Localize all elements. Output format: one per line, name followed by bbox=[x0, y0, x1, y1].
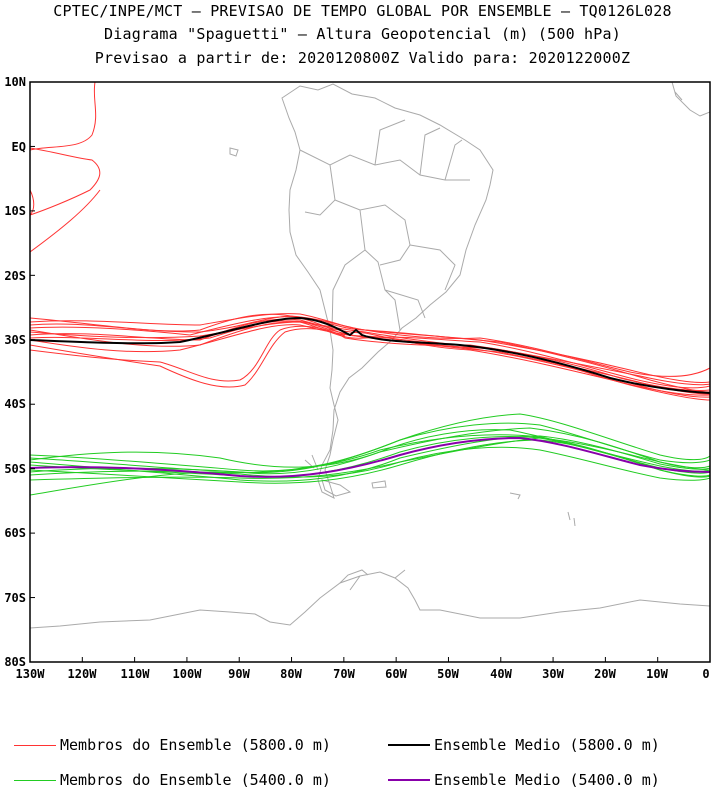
legend-black-line-icon bbox=[388, 744, 430, 746]
lat-label: 50S bbox=[4, 462, 26, 476]
lat-label: 70S bbox=[4, 591, 26, 605]
member-5800-line bbox=[30, 315, 710, 393]
legend-label: Ensemble Medio (5400.0 m) bbox=[434, 771, 660, 789]
legend-red-line-icon bbox=[14, 744, 56, 746]
legend-label: Ensemble Medio (5800.0 m) bbox=[434, 736, 660, 754]
legend-mean-5800: Ensemble Medio (5800.0 m) bbox=[388, 736, 660, 754]
members-5400-group bbox=[30, 413, 710, 496]
plot-frame bbox=[29, 81, 711, 663]
coastlines bbox=[30, 82, 710, 629]
legend-members-5800: Membros do Ensemble (5800.0 m) bbox=[14, 736, 331, 754]
legend-label: Membros do Ensemble (5400.0 m) bbox=[60, 771, 331, 789]
mean-5800-line bbox=[30, 316, 710, 394]
member-5800-line bbox=[30, 320, 710, 395]
member-5800-line bbox=[30, 189, 101, 253]
antarctic-peninsula bbox=[339, 569, 406, 591]
lat-label: 60S bbox=[4, 526, 26, 540]
lon-label: 70W bbox=[333, 667, 355, 681]
lon-label: 60W bbox=[385, 667, 407, 681]
map-plot: 10N EQ 10S 20S 30S 40S 50S 60S 70S 80S 1… bbox=[4, 75, 711, 681]
legend-mean-5400: Ensemble Medio (5400.0 m) bbox=[388, 771, 660, 789]
legend-purple-line-icon bbox=[388, 779, 430, 781]
lon-label: 80W bbox=[280, 667, 302, 681]
lon-label: 130W bbox=[16, 667, 46, 681]
axis-ticks bbox=[29, 81, 711, 663]
title-line-3: Previsao a partir de: 2020120800Z Valido… bbox=[94, 49, 631, 67]
members-5800-group bbox=[30, 82, 710, 401]
lat-label: 80S bbox=[4, 655, 26, 669]
south-america-coastline bbox=[281, 83, 494, 499]
legend-label: Membros do Ensemble (5800.0 m) bbox=[60, 736, 331, 754]
lon-label: 10W bbox=[646, 667, 668, 681]
lon-label: 40W bbox=[490, 667, 512, 681]
south-georgia bbox=[509, 492, 521, 500]
member-5800-line bbox=[30, 321, 710, 389]
legend-members-5400: Membros do Ensemble (5400.0 m) bbox=[14, 771, 331, 789]
member-5400-line bbox=[30, 427, 710, 469]
small-islands bbox=[229, 147, 576, 527]
member-5400-line bbox=[30, 435, 710, 482]
lon-label: 50W bbox=[437, 667, 459, 681]
lat-label: 20S bbox=[4, 269, 26, 283]
lon-label: 20W bbox=[594, 667, 616, 681]
lon-axis: 130W 120W 110W 100W 90W 80W 70W 60W 50W … bbox=[16, 667, 710, 681]
falkland-islands bbox=[371, 480, 387, 489]
member-5400-line bbox=[30, 429, 710, 475]
lat-label: 30S bbox=[4, 333, 26, 347]
lat-label: 40S bbox=[4, 397, 26, 411]
lat-label: EQ bbox=[12, 140, 26, 154]
member-5800-line bbox=[30, 328, 346, 388]
member-5400-line bbox=[30, 437, 710, 481]
lat-axis: 10N EQ 10S 20S 30S 40S 50S 60S 70S 80S bbox=[4, 75, 26, 669]
lon-label: 120W bbox=[68, 667, 98, 681]
lon-label: 30W bbox=[542, 667, 564, 681]
lon-label: 90W bbox=[228, 667, 250, 681]
africa-coastline bbox=[671, 82, 710, 117]
member-5400-line bbox=[30, 436, 710, 478]
legend-green-line-icon bbox=[14, 779, 56, 781]
antarctica-coastline bbox=[30, 571, 710, 629]
title-line-1: CPTEC/INPE/MCT — PREVISAO DE TEMPO GLOBA… bbox=[53, 2, 672, 20]
lon-label: 0 bbox=[702, 667, 709, 681]
lon-label: 110W bbox=[121, 667, 151, 681]
lat-label: 10S bbox=[4, 204, 26, 218]
country-borders bbox=[299, 119, 470, 331]
lat-label: 10N bbox=[4, 75, 26, 89]
lon-label: 100W bbox=[173, 667, 203, 681]
member-5800-line bbox=[30, 82, 101, 216]
member-5800-line bbox=[30, 321, 710, 386]
mean-5400-line bbox=[30, 436, 710, 478]
title-line-2: Diagrama "Spaguetti" — Altura Geopotenci… bbox=[104, 25, 621, 43]
member-5400-line bbox=[30, 422, 710, 472]
